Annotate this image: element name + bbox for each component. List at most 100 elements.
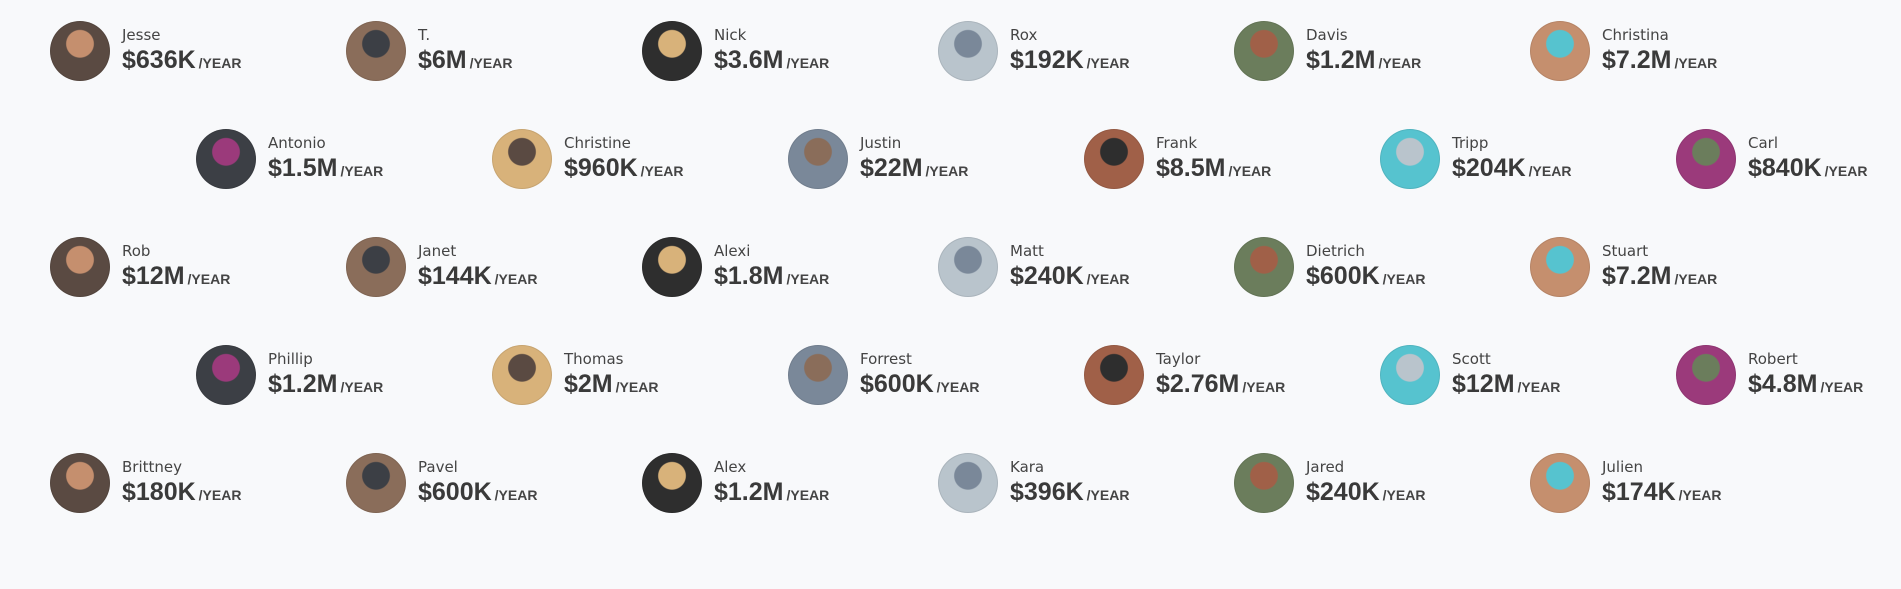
revenue-line: $8.5M/YEAR bbox=[1156, 153, 1271, 186]
profile-card[interactable]: Taylor $2.76M/YEAR bbox=[1084, 344, 1285, 406]
profile-card[interactable]: Matt $240K/YEAR bbox=[938, 236, 1129, 298]
period-label: /YEAR bbox=[340, 162, 384, 179]
profile-card[interactable]: Dietrich $600K/YEAR bbox=[1234, 236, 1425, 298]
profile-name: Christine bbox=[564, 133, 631, 152]
revenue-amount: $12M bbox=[122, 261, 185, 290]
revenue-line: $144K/YEAR bbox=[418, 261, 537, 294]
profile-card[interactable]: Christina $7.2M/YEAR bbox=[1530, 20, 1717, 82]
avatar bbox=[938, 21, 998, 81]
profile-card[interactable]: Tripp $204K/YEAR bbox=[1380, 128, 1571, 190]
period-label: /YEAR bbox=[1228, 162, 1272, 179]
revenue-line: $396K/YEAR bbox=[1010, 477, 1129, 510]
revenue-line: $12M/YEAR bbox=[1452, 369, 1560, 402]
revenue-amount: $192K bbox=[1010, 45, 1084, 74]
profile-name: T. bbox=[418, 25, 431, 44]
profile-card[interactable]: Jared $240K/YEAR bbox=[1234, 452, 1425, 514]
avatar bbox=[1530, 237, 1590, 297]
profile-name: Tripp bbox=[1452, 133, 1489, 152]
profile-card[interactable]: Alexi $1.8M/YEAR bbox=[642, 236, 829, 298]
avatar bbox=[346, 453, 406, 513]
avatar bbox=[1234, 21, 1294, 81]
revenue-amount: $600K bbox=[860, 369, 934, 398]
period-label: /YEAR bbox=[936, 378, 980, 395]
profile-card[interactable]: Jesse $636K/YEAR bbox=[50, 20, 241, 82]
profile-card[interactable]: T. $6M/YEAR bbox=[346, 20, 512, 82]
revenue-amount: $240K bbox=[1010, 261, 1084, 290]
profile-card[interactable]: Pavel $600K/YEAR bbox=[346, 452, 537, 514]
profile-name: Scott bbox=[1452, 349, 1491, 368]
profile-card[interactable]: Phillip $1.2M/YEAR bbox=[196, 344, 383, 406]
profile-card[interactable]: Robert $4.8M/YEAR bbox=[1676, 344, 1863, 406]
profile-name: Nick bbox=[714, 25, 747, 44]
profile-card[interactable]: Kara $396K/YEAR bbox=[938, 452, 1129, 514]
profile-card[interactable]: Antonio $1.5M/YEAR bbox=[196, 128, 383, 190]
avatar bbox=[50, 237, 110, 297]
avatar bbox=[938, 453, 998, 513]
profile-name: Jared bbox=[1306, 457, 1345, 476]
revenue-line: $1.2M/YEAR bbox=[268, 369, 383, 402]
avatar bbox=[50, 453, 110, 513]
avatar bbox=[492, 129, 552, 189]
profile-text: Justin $22M/YEAR bbox=[860, 133, 968, 186]
revenue-amount: $1.5M bbox=[268, 153, 338, 182]
revenue-line: $636K/YEAR bbox=[122, 45, 241, 78]
profile-name: Stuart bbox=[1602, 241, 1649, 260]
profile-name: Taylor bbox=[1156, 349, 1201, 368]
avatar bbox=[1530, 453, 1590, 513]
period-label: /YEAR bbox=[1517, 378, 1561, 395]
revenue-line: $7.2M/YEAR bbox=[1602, 261, 1717, 294]
profile-card[interactable]: Christine $960K/YEAR bbox=[492, 128, 683, 190]
avatar bbox=[1676, 345, 1736, 405]
revenue-line: $1.2M/YEAR bbox=[1306, 45, 1421, 78]
profile-name: Rob bbox=[122, 241, 151, 260]
period-label: /YEAR bbox=[1824, 162, 1868, 179]
period-label: /YEAR bbox=[1674, 270, 1718, 287]
profile-card[interactable]: Thomas $2M/YEAR bbox=[492, 344, 658, 406]
revenue-line: $1.5M/YEAR bbox=[268, 153, 383, 186]
revenue-line: $7.2M/YEAR bbox=[1602, 45, 1717, 78]
revenue-line: $174K/YEAR bbox=[1602, 477, 1721, 510]
profile-name: Jesse bbox=[122, 25, 161, 44]
revenue-amount: $1.2M bbox=[714, 477, 784, 506]
profile-card[interactable]: Carl $840K/YEAR bbox=[1676, 128, 1867, 190]
profile-name: Kara bbox=[1010, 457, 1045, 476]
period-label: /YEAR bbox=[1086, 54, 1130, 71]
profile-card[interactable]: Davis $1.2M/YEAR bbox=[1234, 20, 1421, 82]
avatar bbox=[1530, 21, 1590, 81]
revenue-line: $1.8M/YEAR bbox=[714, 261, 829, 294]
avatar bbox=[938, 237, 998, 297]
profile-card[interactable]: Julien $174K/YEAR bbox=[1530, 452, 1721, 514]
revenue-amount: $12M bbox=[1452, 369, 1515, 398]
avatar bbox=[492, 345, 552, 405]
revenue-line: $4.8M/YEAR bbox=[1748, 369, 1863, 402]
profile-card[interactable]: Alex $1.2M/YEAR bbox=[642, 452, 829, 514]
profile-name: Dietrich bbox=[1306, 241, 1365, 260]
profile-card[interactable]: Rox $192K/YEAR bbox=[938, 20, 1129, 82]
profile-name: Thomas bbox=[564, 349, 624, 368]
period-label: /YEAR bbox=[786, 270, 830, 287]
period-label: /YEAR bbox=[340, 378, 384, 395]
profile-card[interactable]: Frank $8.5M/YEAR bbox=[1084, 128, 1271, 190]
avatar bbox=[788, 129, 848, 189]
profile-card[interactable]: Justin $22M/YEAR bbox=[788, 128, 968, 190]
avatar bbox=[1234, 237, 1294, 297]
profile-name: Frank bbox=[1156, 133, 1198, 152]
profile-text: Thomas $2M/YEAR bbox=[564, 349, 658, 402]
avatar bbox=[196, 345, 256, 405]
profile-card[interactable]: Brittney $180K/YEAR bbox=[50, 452, 241, 514]
revenue-line: $22M/YEAR bbox=[860, 153, 968, 186]
profile-text: Antonio $1.5M/YEAR bbox=[268, 133, 383, 186]
profile-name: Forrest bbox=[860, 349, 912, 368]
avatar bbox=[1084, 345, 1144, 405]
profile-card[interactable]: Rob $12M/YEAR bbox=[50, 236, 230, 298]
profile-text: Rox $192K/YEAR bbox=[1010, 25, 1129, 78]
profile-card[interactable]: Janet $144K/YEAR bbox=[346, 236, 537, 298]
period-label: /YEAR bbox=[1378, 54, 1422, 71]
profile-card[interactable]: Stuart $7.2M/YEAR bbox=[1530, 236, 1717, 298]
revenue-amount: $1.8M bbox=[714, 261, 784, 290]
revenue-amount: $1.2M bbox=[1306, 45, 1376, 74]
revenue-amount: $22M bbox=[860, 153, 923, 182]
profile-card[interactable]: Scott $12M/YEAR bbox=[1380, 344, 1560, 406]
profile-card[interactable]: Nick $3.6M/YEAR bbox=[642, 20, 829, 82]
profile-card[interactable]: Forrest $600K/YEAR bbox=[788, 344, 979, 406]
